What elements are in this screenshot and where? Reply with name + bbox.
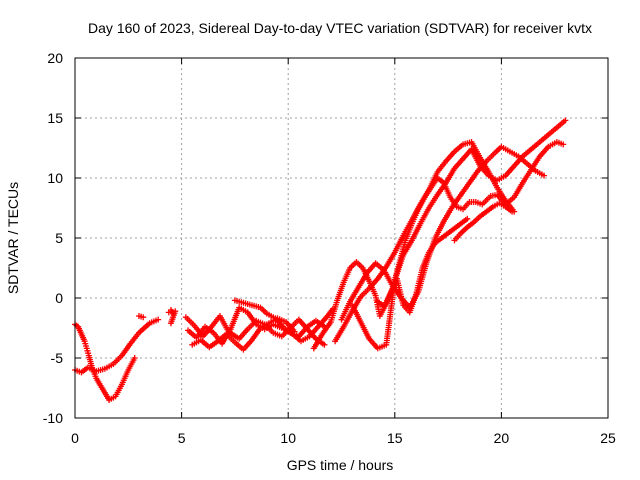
y-tick-label: -10	[43, 410, 63, 426]
y-tick-label: 10	[47, 170, 63, 186]
series-arc-11	[338, 143, 548, 323]
x-tick-label: 15	[387, 430, 403, 446]
data-point	[321, 341, 328, 348]
axis-ticks: 0 5 10 15 20 25 -10 -5 0 5 10 15 20	[43, 50, 616, 446]
data-point	[464, 215, 471, 222]
series-arc-14	[451, 200, 516, 244]
grid-lines	[75, 58, 608, 418]
x-tick-label: 5	[178, 430, 186, 446]
y-tick-label: 0	[55, 290, 63, 306]
chart-title: Day 160 of 2023, Sidereal Day-to-day VTE…	[88, 20, 592, 36]
data-point	[509, 208, 516, 215]
data-point	[131, 355, 138, 361]
x-tick-label: 20	[494, 430, 510, 446]
y-tick-label: 15	[47, 110, 63, 126]
data-point	[541, 172, 548, 179]
y-tick-label: -5	[51, 350, 64, 366]
data-point	[155, 316, 162, 323]
x-axis-label: GPS time / hours	[287, 457, 394, 473]
data-points	[72, 117, 569, 403]
data-point	[562, 117, 569, 124]
y-tick-label: 20	[47, 50, 63, 66]
x-tick-label: 0	[71, 430, 79, 446]
y-axis-label: SDTVAR / TECUs	[5, 182, 21, 294]
x-tick-label: 25	[600, 430, 616, 446]
series-arc-2	[72, 321, 138, 403]
data-point	[167, 320, 174, 327]
y-tick-label: 5	[55, 230, 63, 246]
series-arc-3	[135, 313, 147, 321]
data-point	[140, 314, 147, 321]
series-arc-12	[349, 117, 569, 352]
series-arc-1	[72, 316, 162, 376]
series-arc-7	[189, 315, 298, 353]
x-tick-label: 10	[280, 430, 296, 446]
data-point	[560, 141, 567, 148]
series-arc-10	[332, 139, 518, 345]
series-arc-4	[165, 307, 179, 327]
series-arc-13	[374, 215, 471, 316]
